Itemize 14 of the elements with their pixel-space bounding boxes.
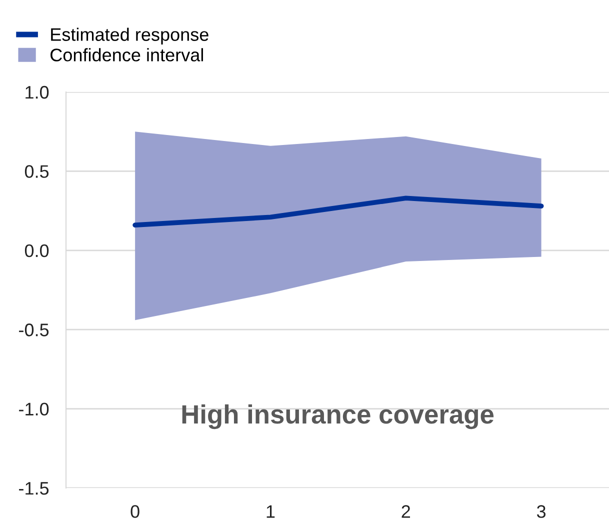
x-tick-label: 1 (266, 505, 275, 518)
y-tick-label: -1.0 (19, 402, 49, 416)
x-tick-label: 2 (402, 505, 410, 518)
y-tick-label: -0.5 (19, 324, 49, 336)
legend-label: Confidence interval (50, 48, 203, 62)
x-tick-label: 3 (536, 505, 546, 518)
y-tick-label: 0.5 (24, 165, 49, 178)
y-tick-label: -1.5 (19, 482, 49, 495)
legend-label: Estimated response (51, 28, 208, 45)
annotation: High insurance coverage (182, 404, 494, 430)
y-tick-label: 0.0 (24, 244, 49, 258)
x-tick-label: 0 (130, 505, 140, 518)
line-series (132, 196, 544, 228)
y-tick-label: 1.0 (26, 86, 49, 99)
